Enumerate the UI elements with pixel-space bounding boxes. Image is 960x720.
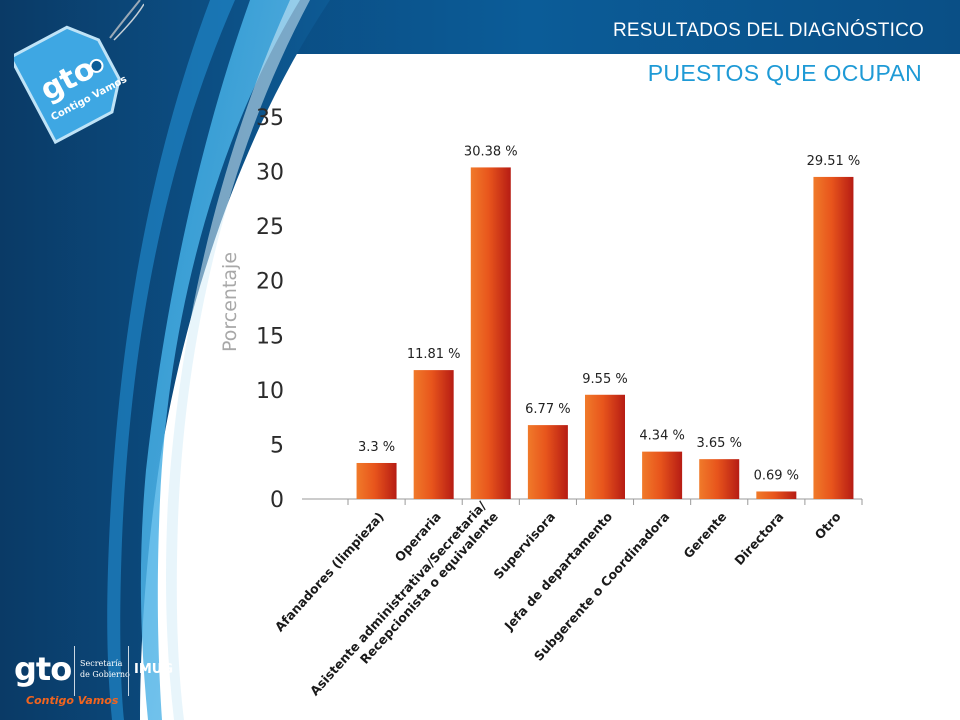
footer-separator <box>128 646 129 696</box>
x-category-label: Jefa de departamento <box>501 509 616 634</box>
footer-logos: gto Contigo Vamos Secretaría de Gobierno… <box>10 636 200 716</box>
y-tick-label: 20 <box>256 270 284 295</box>
bar <box>699 459 740 499</box>
x-category-label: Gerente <box>680 509 729 561</box>
bar <box>642 451 683 499</box>
bar <box>585 394 625 499</box>
footer-separator <box>74 646 75 696</box>
x-category-label-line: Asistente administrativa/Secretaria/ <box>307 498 490 698</box>
data-label: 3.65 % <box>697 436 742 451</box>
gto-tag-logo: gto Contigo Vamos <box>14 0 144 145</box>
data-label: 4.34 % <box>639 429 684 444</box>
data-label: 0.69 % <box>754 468 799 483</box>
y-tick-label: 30 <box>256 161 284 186</box>
data-label: 11.81 % <box>407 347 461 362</box>
bar <box>356 462 397 499</box>
y-tick-label: 15 <box>256 324 284 349</box>
x-category-label: Otro <box>812 509 844 543</box>
footer-slogan: Contigo Vamos <box>26 694 119 707</box>
footer-gto-logo: gto <box>14 650 72 688</box>
x-category-label-line: Gerente <box>680 509 729 561</box>
footer-imug-logo: IMUG <box>134 662 173 677</box>
data-label: 30.38 % <box>464 144 518 159</box>
x-category-label-line: Directora <box>731 509 786 568</box>
bar <box>756 491 797 499</box>
data-label: 3.3 % <box>358 440 395 455</box>
data-label: 9.55 % <box>582 372 627 387</box>
data-label: 6.77 % <box>525 402 570 417</box>
y-tick-label: 35 <box>256 106 284 131</box>
page-subtitle: PUESTOS QUE OCUPAN <box>647 60 922 86</box>
chart-bars: 3.3 %Afanadores (limpieza)11.81 %Operari… <box>272 144 861 698</box>
x-category-label: Afanadores (limpieza) <box>272 509 387 634</box>
bar <box>813 176 854 499</box>
y-tick-label: 5 <box>270 433 284 458</box>
data-label: 29.51 % <box>807 154 861 169</box>
x-category-label: Asistente administrativa/Secretaria/Rece… <box>307 498 501 698</box>
header-title: RESULTADOS DEL DIAGNÓSTICO <box>612 20 924 41</box>
footer-secretaria-line1: Secretaría <box>80 659 123 668</box>
x-category-label-line: Afanadores (limpieza) <box>272 509 387 634</box>
bar <box>527 425 568 499</box>
footer-secretaria-line2: de Gobierno <box>80 670 130 679</box>
footer-secretaria: Secretaría de Gobierno <box>80 658 130 680</box>
x-category-label-line: Otro <box>812 509 844 543</box>
y-tick-label: 0 <box>270 488 284 513</box>
bar <box>413 370 454 499</box>
y-axis-label: Porcentaje <box>219 252 241 352</box>
x-category-label-line: Jefa de departamento <box>501 509 616 634</box>
x-category-label: Directora <box>731 509 786 568</box>
bar <box>470 167 511 499</box>
y-tick-label: 10 <box>256 379 284 404</box>
y-tick-label: 25 <box>256 215 284 240</box>
